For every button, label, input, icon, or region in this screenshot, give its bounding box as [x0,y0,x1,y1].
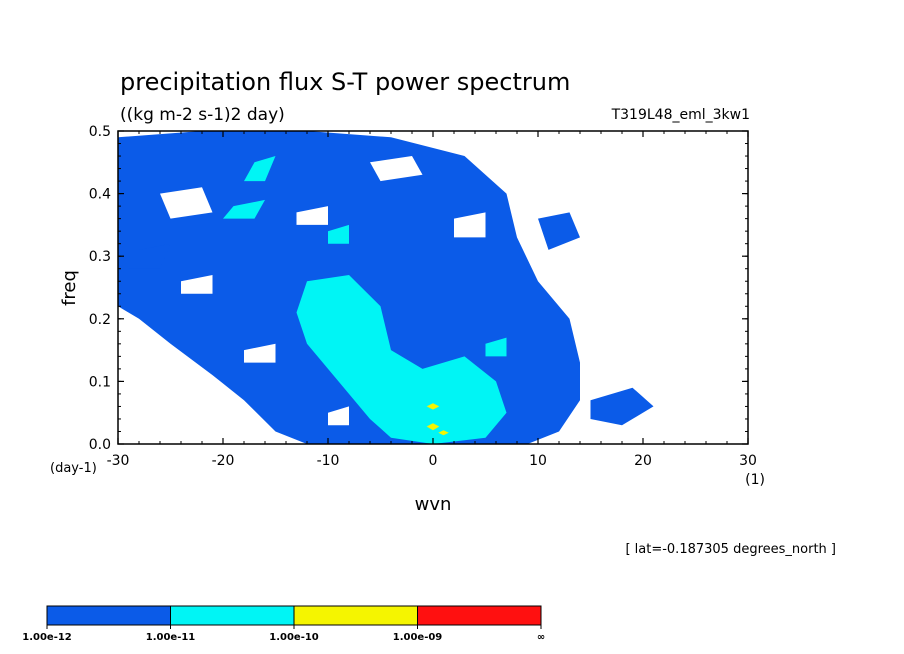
contour-gap [454,212,486,238]
contour-region-level-1 [485,337,507,357]
x-axis: -30 -20 -10 0 10 20 30 [107,131,757,469]
contour-region-level-0 [538,212,580,250]
contour-fills [118,131,654,444]
x-tick-label: 10 [529,453,547,469]
contour-gap [244,343,276,363]
x-axis-label: wvn [415,494,452,515]
colorbar-swatch [170,606,294,625]
colorbar-swatch [294,606,418,625]
contour-region-level-1 [328,224,349,244]
contour-region-level-0 [590,387,654,426]
y-tick-label: 0.0 [89,437,111,453]
colorbar-label: 1.00e-09 [393,632,443,643]
x-tick-label: -10 [317,453,340,469]
colorbar-swatch [417,606,541,625]
chart-units: ((kg m-2 s-1)2 day) [120,105,285,125]
contour-gap [328,406,349,426]
contour-gap [370,156,423,182]
contour-region-level-2 [438,430,449,436]
contour-region-level-1 [244,156,276,182]
contour-region-level-1 [223,199,265,219]
chart-title: precipitation flux S-T power spectrum [120,68,570,96]
contour-gap [296,206,328,225]
contour-region-level-2 [426,403,440,410]
colorbar-label: 1.00e-10 [269,632,319,643]
colorbar-label: 1.00e-12 [22,632,72,643]
contour-region-level-1 [296,275,507,444]
colorbar-label: ∞ [537,632,545,643]
x-tick-label: 0 [429,453,438,469]
x-tick-label: 20 [634,453,652,469]
y-tick-label: 0.3 [89,249,111,265]
contour-gap [160,187,213,219]
run-label: T319L48_eml_3kw1 [611,107,750,123]
y-tick-label: 0.5 [89,124,111,140]
x-axis-unit: (1) [745,472,765,488]
latitude-annotation: [ lat=-0.187305 degrees_north ] [625,542,836,557]
x-tick-label: 30 [739,453,757,469]
y-tick-label: 0.4 [89,187,111,203]
x-tick-label: -30 [107,453,130,469]
y-axis: 0.0 0.1 0.2 0.3 0.4 0.5 [89,124,748,453]
colorbar: 1.00e-12 1.00e-11 1.00e-10 1.00e-09 ∞ [22,605,545,643]
x-tick-label: -20 [212,453,235,469]
plot-area: -30 -20 -10 0 10 20 30 0.0 0.1 0.2 0.3 0.4 0.5 [89,124,757,469]
y-tick-label: 0.1 [89,374,111,390]
contour-gap [181,275,213,294]
contour-region-level-0 [128,243,171,269]
colorbar-swatch [47,606,171,625]
y-axis-label: freq [59,270,80,306]
y-tick-label: 0.2 [89,312,111,328]
contour-region-level-2 [426,423,440,431]
y-axis-unit: (day-1) [50,461,97,476]
colorbar-label: 1.00e-11 [146,632,196,643]
